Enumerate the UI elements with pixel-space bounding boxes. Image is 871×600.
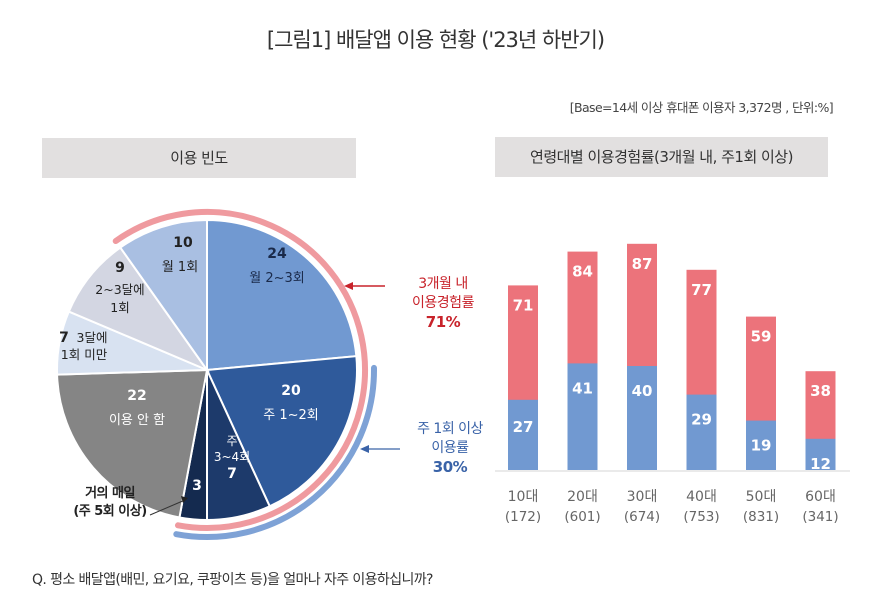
page-title: [그림1] 배달앱 이용 현황 ('23년 하반기) (266, 28, 605, 52)
frequency-pie-chart: 24 월 2~3회 20 주 1~2회주 3~4회 7 3 22 이용 안 함 7 3달에 1회 미만… (56, 209, 400, 540)
bar-panel-header: 연령대별 이용경험률(3개월 내, 주1회 이상) (495, 137, 828, 177)
bar-weekly-value-label: 40 (632, 382, 653, 400)
daily-pointer-arrowhead (181, 496, 188, 503)
bar-weekly-rate (746, 420, 776, 470)
bar-3month-value-label: 59 (751, 328, 772, 346)
x-tick-sample-size: (753) (683, 509, 719, 525)
pie-label: 주 3~4회 7 (214, 434, 250, 482)
pie-value-label: 20 (281, 383, 301, 399)
pie-category-label: 주 1~2회 (263, 408, 319, 423)
bar-weekly-rate (567, 363, 598, 470)
x-tick-label: 40대 (686, 489, 717, 505)
x-tick-sample-size: (831) (743, 509, 779, 525)
callout-blue-line1: 주 1회 이상 (417, 421, 483, 437)
pie-label: 7 3달에 1회 미만 (59, 330, 108, 362)
daily-annotation: 거의 매일 (주 5회 이상) (55, 485, 165, 521)
age-bar-chart: 71 27 10대 (172) 84 41 20대 (601) 87 40 30대 (674) 77 29… (495, 243, 850, 525)
bar-weekly-rate (627, 366, 657, 470)
base-note: [Base=14세 이상 휴대폰 이용자 3,372명 , 단위:%] (569, 100, 834, 115)
pie-category-label: 월 2~3회 (249, 271, 305, 286)
pie-value-label: 9 (115, 260, 125, 276)
pie-value-label: 7 (59, 330, 69, 346)
callout-red-line2: 이용경험률 (412, 295, 474, 311)
pie-category-label: 주 (226, 434, 237, 448)
pie-value-label: 7 (227, 466, 237, 482)
pie-panel-header: 이용 빈도 (42, 138, 356, 178)
x-tick-label: 50대 (746, 489, 777, 505)
pie-category-label: 이용 안 함 (109, 413, 165, 428)
pie-slice (56, 368, 209, 519)
pie-value-label: 10 (173, 235, 193, 251)
x-tick-sample-size: (674) (624, 509, 660, 525)
callout-red-line1: 3개월 내 (418, 276, 468, 292)
bar-3month-value-label: 87 (632, 255, 653, 273)
bar-3month-value-label: 84 (572, 263, 593, 281)
pie-category-label: 1회 (110, 300, 129, 315)
ring-3month-rate (112, 209, 368, 531)
pie-slice (206, 218, 358, 372)
callout-3month-rate: 3개월 내 이용경험률 71% (388, 275, 498, 332)
daily-pointer-line (149, 499, 186, 516)
pie-slice (205, 355, 358, 508)
bar-3month-value-label: 71 (513, 296, 534, 314)
callout-weekly-rate: 주 1회 이상 이용률 30% (395, 420, 505, 477)
x-tick-label: 30대 (627, 489, 658, 505)
callout-red-value: 71% (425, 313, 461, 331)
callout-red-arrowhead (344, 282, 353, 290)
x-tick-label: 20대 (567, 489, 598, 505)
pie-label: 22 이용 안 함 (109, 388, 165, 428)
survey-question: Q. 평소 배달앱(배민, 요기요, 쿠팡이츠 등)을 얼마나 자주 이용하십니… (32, 572, 433, 588)
pie-category-label: 2~3달에 (95, 282, 144, 297)
bar-weekly-value-label: 29 (691, 411, 712, 429)
pie-label: 20 주 1~2회 (263, 383, 319, 423)
pie-slice (67, 246, 210, 373)
pie-category-label: 1회 미만 (61, 347, 108, 362)
bar-weekly-rate (508, 399, 538, 470)
pie-category-label: 3~4회 (214, 450, 250, 464)
callout-blue-arrowhead (360, 445, 369, 453)
daily-annotation-line2: (주 5회 이상) (73, 504, 147, 519)
callout-blue-value: 30% (432, 458, 468, 476)
bar-weekly-value-label: 19 (751, 437, 772, 455)
pie-value-label: 24 (267, 246, 287, 262)
callout-blue-line2: 이용률 (431, 440, 469, 456)
bar-weekly-value-label: 27 (513, 418, 534, 436)
pie-slice (118, 218, 208, 374)
bar-3month-value-label: 38 (810, 382, 831, 400)
pie-value-label: 22 (127, 388, 146, 404)
x-tick-label: 10대 (508, 489, 539, 505)
x-tick-sample-size: (172) (505, 509, 541, 525)
x-tick-label: 60대 (805, 489, 836, 505)
bar-weekly-value-label: 41 (572, 379, 593, 397)
pie-category-label: 월 1회 (162, 260, 198, 275)
pie-label: 24 월 2~3회 (249, 246, 305, 286)
pie-value-label: 3 (192, 478, 202, 494)
x-tick-sample-size: (341) (802, 509, 838, 525)
bar-weekly-rate (805, 438, 836, 470)
ring-weekly-rate (173, 364, 377, 540)
pie-label: 9 2~3달에 1회 (95, 260, 144, 315)
x-tick-sample-size: (601) (564, 509, 600, 525)
bar-weekly-rate (686, 394, 717, 470)
bar-3month-value-label: 77 (691, 281, 712, 299)
bar-weekly-value-label: 12 (810, 455, 831, 473)
pie-label: 3 (192, 478, 202, 494)
pie-category-label: 3달에 (77, 330, 108, 345)
pie-label: 10 월 1회 (162, 235, 198, 275)
daily-annotation-line1: 거의 매일 (85, 486, 135, 501)
